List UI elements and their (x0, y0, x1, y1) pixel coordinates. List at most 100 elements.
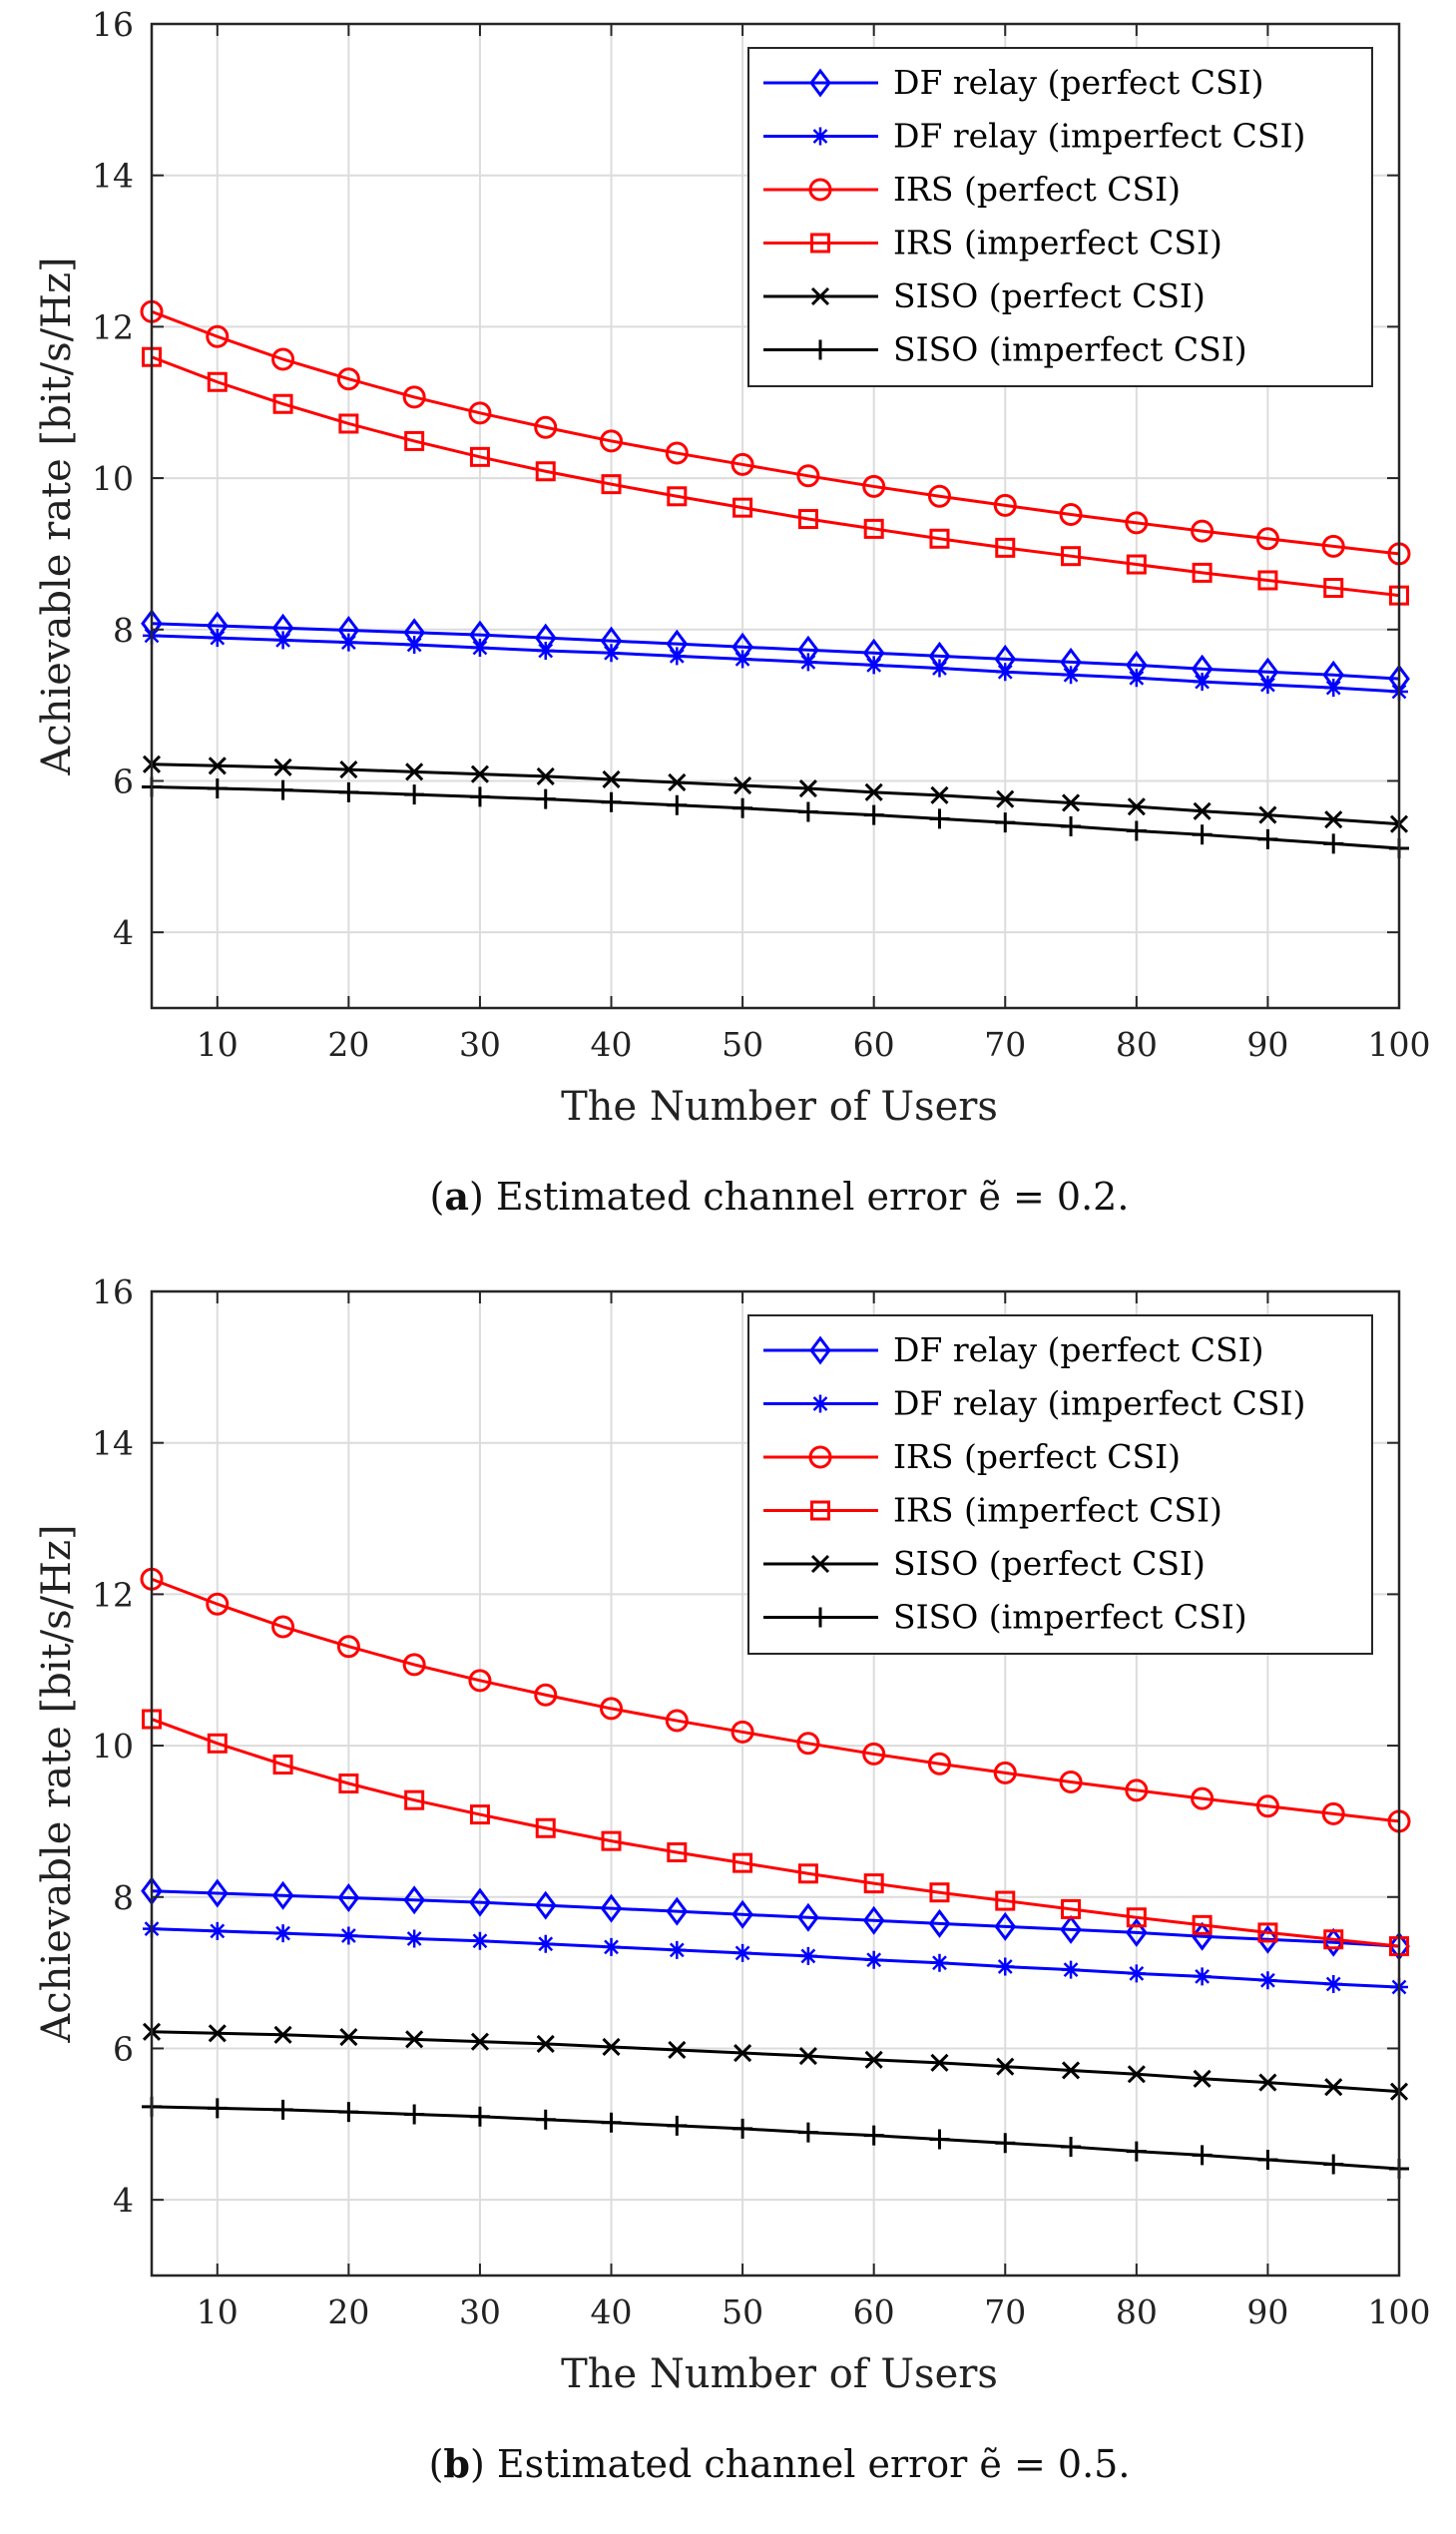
series-line (151, 622, 1400, 681)
x-tick-label: 90 (1246, 1025, 1288, 1064)
figure-caption: (a) Estimated channel error ẽ = 0.2. (430, 1174, 1130, 1219)
y-tick-label: 6 (113, 761, 134, 800)
data-point (1061, 2137, 1082, 2158)
data-point (732, 497, 753, 518)
data-point (338, 781, 359, 802)
legend-label: SISO (imperfect CSI) (893, 330, 1247, 369)
data-point (602, 2037, 621, 2057)
data-point (271, 1880, 294, 1910)
x-tick-label: 40 (591, 1025, 633, 1064)
data-point (272, 1755, 293, 1775)
data-point (730, 1720, 754, 1744)
data-point (535, 2109, 556, 2130)
data-point (1061, 815, 1082, 836)
data-point (993, 1761, 1017, 1784)
data-point (273, 758, 292, 776)
data-point (535, 461, 556, 482)
x-tick-label: 10 (197, 2292, 239, 2331)
data-point (1191, 519, 1214, 543)
data-point (207, 2098, 228, 2119)
data-point (1324, 810, 1343, 829)
legend-marker (810, 339, 830, 360)
data-point (272, 393, 293, 414)
legend-label: SISO (perfect CSI) (893, 276, 1206, 315)
data-point (208, 1921, 227, 1940)
legend-marker (808, 178, 832, 202)
data-point (862, 474, 886, 498)
data-point (994, 1911, 1017, 1941)
data-point (1258, 2073, 1277, 2092)
legend-label: SISO (perfect CSI) (893, 1544, 1206, 1583)
legend-item: IRS (imperfect CSI) (763, 224, 1222, 262)
legend-marker (810, 1554, 830, 1574)
data-point (1257, 2149, 1278, 2170)
data-point (1126, 2141, 1147, 2162)
data-point (864, 2050, 883, 2069)
data-point (995, 537, 1016, 558)
caption-label: a (444, 1174, 469, 1219)
data-point (798, 653, 817, 672)
data-point (929, 2129, 950, 2150)
legend-item: IRS (imperfect CSI) (763, 1491, 1222, 1530)
series-x (142, 2022, 1409, 2101)
data-point (339, 760, 358, 779)
data-point (404, 2104, 425, 2125)
data-point (273, 1924, 292, 1943)
legend: DF relay (perfect CSI) DF relay (imperfec… (747, 1314, 1373, 1655)
data-point (732, 797, 753, 818)
legend-label: IRS (perfect CSI) (893, 170, 1181, 209)
data-point (470, 638, 489, 657)
data-point (995, 1890, 1016, 1911)
data-point (468, 1669, 492, 1693)
data-point (404, 430, 425, 451)
data-point (207, 371, 228, 392)
data-point (338, 1774, 359, 1793)
series-diamond (141, 1876, 1410, 1961)
legend-label: DF relay (imperfect CSI) (893, 1384, 1305, 1423)
y-tick-label: 12 (92, 1575, 134, 1614)
data-point (1127, 2065, 1146, 2084)
data-point (1061, 1898, 1082, 1919)
data-point (339, 633, 358, 652)
figure-caption: (b) Estimated channel error ẽ = 0.5. (429, 2441, 1131, 2486)
data-point (534, 1890, 557, 1920)
data-point (733, 1943, 752, 1962)
series-line (151, 2105, 1400, 2171)
data-point (1321, 534, 1345, 558)
data-point (536, 642, 555, 661)
data-point (405, 1929, 424, 1948)
data-point (1323, 2154, 1344, 2175)
x-tick-label: 20 (327, 2292, 369, 2331)
y-axis-label: Achievable rate [bit/s/Hz] (34, 256, 80, 775)
data-point (536, 2034, 555, 2053)
data-point (336, 367, 360, 391)
data-point (1061, 546, 1082, 567)
data-point (1191, 1786, 1214, 1810)
data-point (864, 1950, 883, 1969)
series-asterisk (143, 626, 1408, 701)
data-point (208, 757, 227, 775)
data-point (470, 764, 490, 783)
legend-item: IRS (perfect CSI) (763, 1437, 1181, 1476)
data-point (996, 2057, 1015, 2076)
data-point (665, 1709, 689, 1733)
data-point (1257, 570, 1278, 591)
data-point (797, 801, 818, 822)
legend-marker (809, 68, 831, 98)
data-point (601, 2112, 622, 2133)
data-point (1125, 1778, 1149, 1802)
legend: DF relay (perfect CSI) DF relay (imperfec… (747, 47, 1373, 387)
data-point (1256, 1924, 1279, 1954)
x-tick-label: 60 (853, 1025, 895, 1064)
data-point (730, 452, 754, 476)
axes-box (150, 1289, 1401, 2278)
data-point (667, 794, 688, 815)
series-line (151, 1718, 1400, 1948)
x-tick-label: 60 (853, 2292, 895, 2331)
data-point (863, 804, 884, 825)
data-point (798, 778, 817, 798)
series-asterisk (143, 1919, 1408, 1997)
data-point (668, 2040, 687, 2060)
caption-paren-open: ( (429, 2442, 444, 2486)
data-point (995, 812, 1016, 833)
